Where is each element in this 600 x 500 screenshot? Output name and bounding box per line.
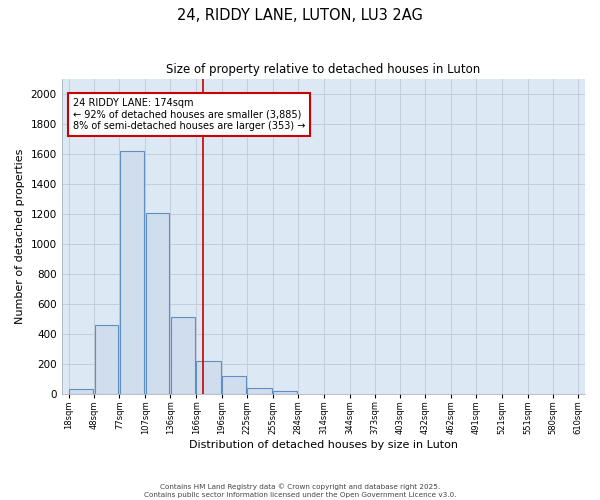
Text: 24 RIDDY LANE: 174sqm
← 92% of detached houses are smaller (3,885)
8% of semi-de: 24 RIDDY LANE: 174sqm ← 92% of detached … xyxy=(73,98,305,132)
Bar xyxy=(196,360,221,394)
Bar xyxy=(247,388,272,394)
Y-axis label: Number of detached properties: Number of detached properties xyxy=(15,149,25,324)
Bar xyxy=(146,212,169,394)
Bar xyxy=(273,390,297,394)
Text: Contains HM Land Registry data © Crown copyright and database right 2025.
Contai: Contains HM Land Registry data © Crown c… xyxy=(144,484,456,498)
Bar xyxy=(170,317,195,394)
Text: 24, RIDDY LANE, LUTON, LU3 2AG: 24, RIDDY LANE, LUTON, LU3 2AG xyxy=(177,8,423,22)
Bar xyxy=(119,151,144,394)
Bar xyxy=(95,324,118,394)
X-axis label: Distribution of detached houses by size in Luton: Distribution of detached houses by size … xyxy=(189,440,458,450)
Title: Size of property relative to detached houses in Luton: Size of property relative to detached ho… xyxy=(166,62,481,76)
Bar xyxy=(69,389,94,394)
Bar xyxy=(222,376,246,394)
